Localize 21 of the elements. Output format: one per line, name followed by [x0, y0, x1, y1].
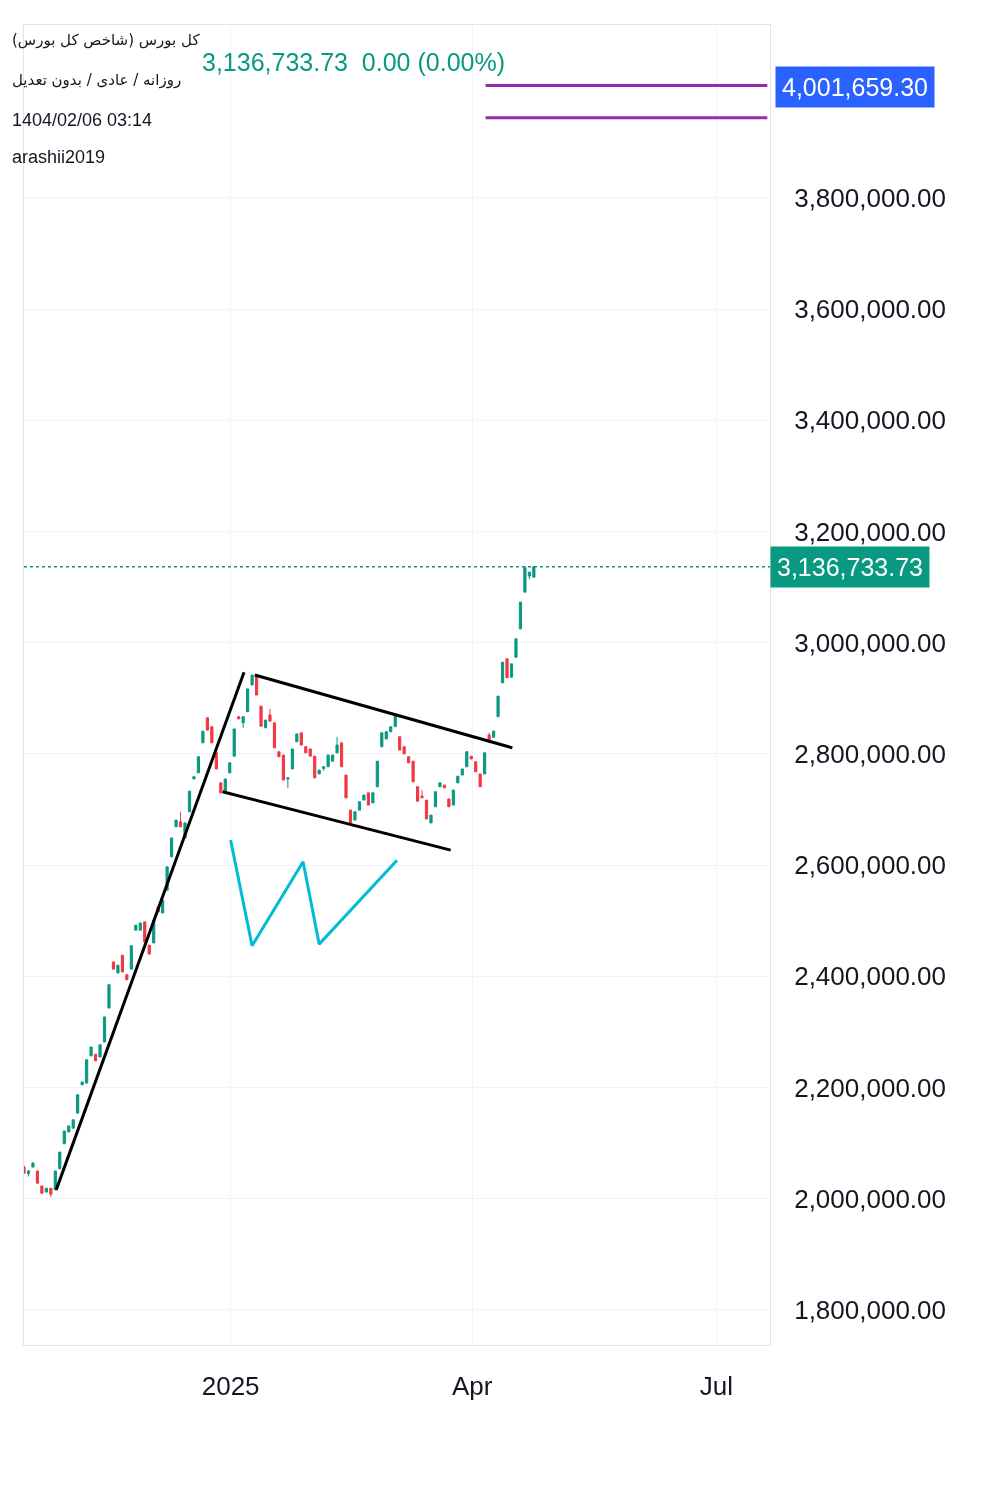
y-tick-label: 3,000,000.00: [794, 627, 947, 658]
text: کل بورس (شاخص کل بورس): [12, 31, 201, 49]
x-tick-label: Jul: [699, 1371, 733, 1402]
y-tick-label: 2,400,000.00: [794, 961, 947, 992]
y-tick-label: 3,400,000.00: [794, 405, 947, 436]
annotation: 3,136,733.73 0.00 (0.00%): [202, 48, 506, 76]
annotation: arashii2019: [12, 147, 106, 167]
y-tick-label: 2,200,000.00: [794, 1072, 947, 1103]
annotation: 1404/02/06 03:14: [12, 110, 153, 130]
y-tick-label: 3,600,000.00: [794, 294, 947, 325]
y-tick-label: 3,800,000.00: [794, 183, 947, 214]
ref-line-label: 3,136,733.73: [777, 553, 923, 581]
x-tick-label: 2025: [201, 1371, 260, 1402]
y-tick-label: 2,600,000.00: [794, 850, 947, 881]
text: روزانه / عادی / بدون تعدیل: [12, 71, 182, 89]
y-tick-label: 3,200,000.00: [794, 516, 947, 547]
text: 4,001,659.30: [782, 73, 928, 101]
x-tick-label: Apr: [451, 1371, 493, 1402]
y-tick-label: 2,800,000.00: [794, 739, 947, 770]
y-tick-label: 2,000,000.00: [794, 1183, 947, 1214]
y-tick-label: 1,800,000.00: [794, 1295, 947, 1326]
